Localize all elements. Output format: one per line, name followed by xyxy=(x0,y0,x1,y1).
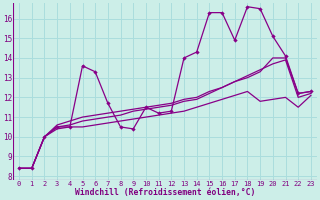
X-axis label: Windchill (Refroidissement éolien,°C): Windchill (Refroidissement éolien,°C) xyxy=(75,188,255,197)
